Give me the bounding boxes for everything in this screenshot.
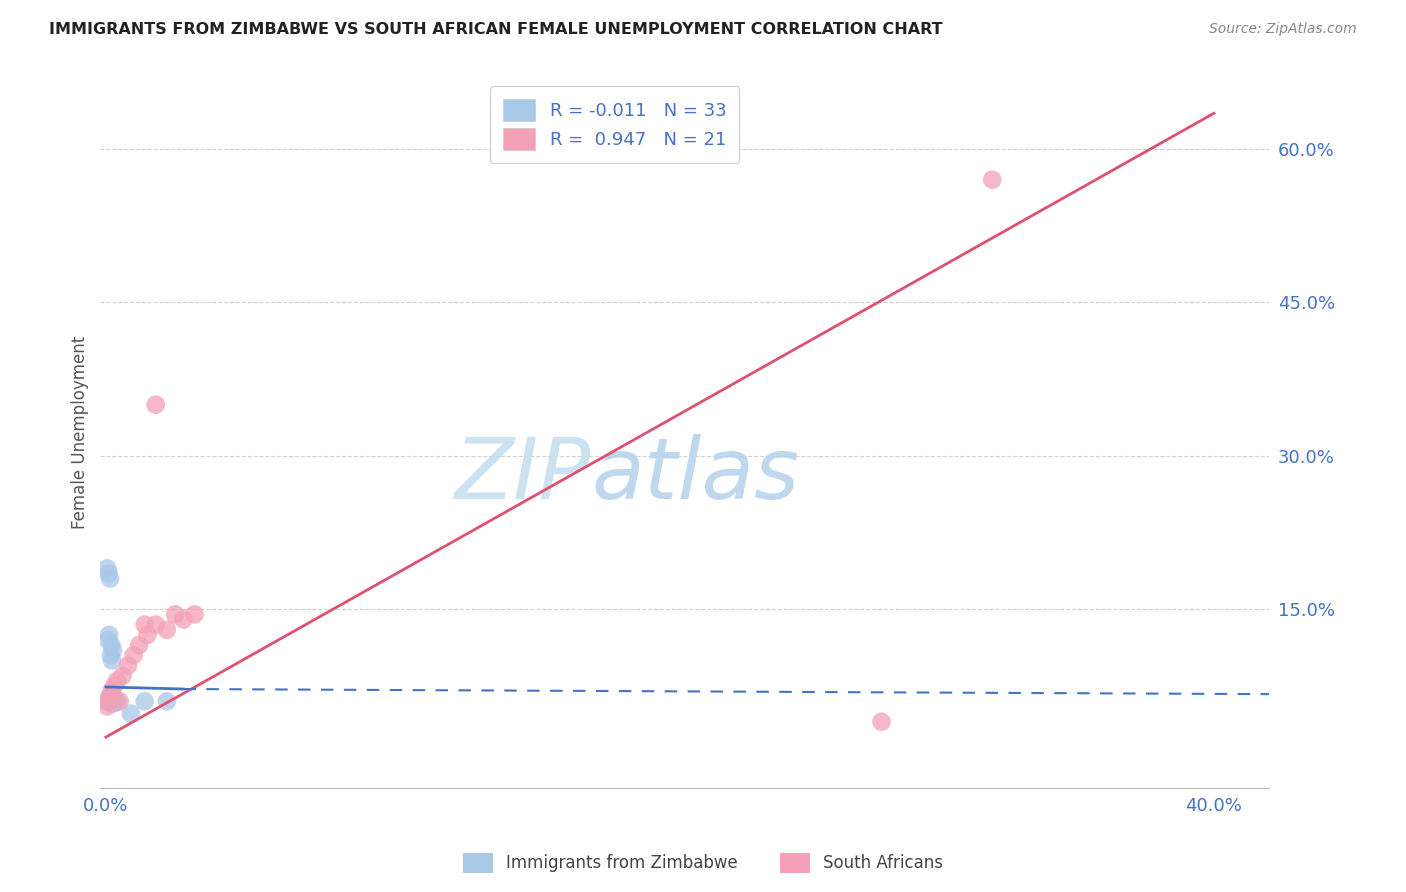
Point [172, 612, 194, 626]
Text: IMMIGRANTS FROM ZIMBABWE VS SOUTH AFRICAN FEMALE UNEMPLOYMENT CORRELATION CHART: IMMIGRANTS FROM ZIMBABWE VS SOUTH AFRICA… [49, 22, 943, 37]
Point [104, 692, 127, 706]
Point [98, 628, 121, 642]
Point [98, 572, 121, 586]
Point [97, 632, 120, 647]
Point [145, 617, 167, 632]
Point [156, 623, 179, 637]
Point [96, 694, 118, 708]
Point [98, 696, 121, 710]
Text: atlas: atlas [592, 434, 799, 517]
Point [103, 679, 125, 693]
Point [97, 694, 120, 708]
Point [101, 643, 124, 657]
Point [103, 696, 125, 710]
Point [100, 648, 122, 663]
Point [117, 658, 139, 673]
Point [870, 714, 893, 729]
Point [120, 706, 142, 721]
Point [100, 694, 122, 708]
Point [122, 648, 145, 663]
Point [101, 694, 124, 708]
Point [145, 398, 167, 412]
Point [97, 566, 120, 581]
Legend: Immigrants from Zimbabwe, South Africans: Immigrants from Zimbabwe, South Africans [457, 847, 949, 880]
Point [156, 694, 179, 708]
Point [96, 561, 118, 575]
Point [98, 694, 121, 708]
Point [100, 692, 122, 706]
Point [97, 694, 120, 708]
Point [97, 691, 120, 706]
Point [98, 694, 121, 708]
Point [97, 694, 120, 708]
Point [134, 617, 156, 632]
Point [100, 638, 122, 652]
Point [103, 694, 125, 708]
Point [100, 694, 122, 708]
Point [101, 694, 124, 708]
Point [105, 694, 128, 708]
Point [134, 694, 156, 708]
Point [981, 172, 1004, 186]
Point [105, 673, 128, 688]
Point [101, 694, 124, 708]
Point [96, 694, 118, 708]
Point [101, 653, 124, 667]
Point [96, 694, 118, 708]
Legend: R = -0.011   N = 33, R =  0.947   N = 21: R = -0.011 N = 33, R = 0.947 N = 21 [491, 87, 740, 163]
Text: ZIP: ZIP [456, 434, 592, 517]
Point [98, 694, 121, 708]
Point [97, 694, 120, 708]
Point [98, 689, 121, 703]
Point [165, 607, 187, 622]
Point [111, 669, 134, 683]
Point [128, 638, 150, 652]
Point [100, 684, 122, 698]
Point [108, 694, 131, 708]
Point [96, 699, 118, 714]
Text: Source: ZipAtlas.com: Source: ZipAtlas.com [1209, 22, 1357, 37]
Y-axis label: Female Unemployment: Female Unemployment [72, 336, 89, 530]
Point [136, 628, 159, 642]
Point [183, 607, 205, 622]
